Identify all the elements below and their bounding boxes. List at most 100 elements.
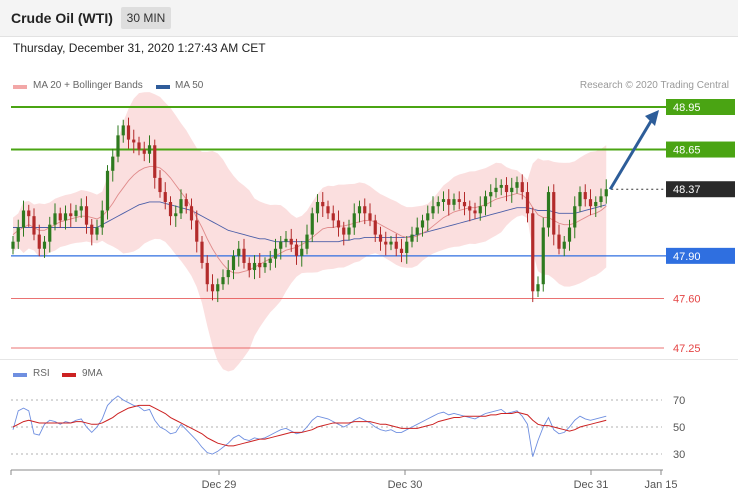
candle-body: [252, 262, 257, 271]
rsi-legend-label: RSI: [33, 368, 50, 379]
candle-body: [515, 182, 519, 188]
candle-body: [242, 248, 246, 263]
level-tag-48-37: [666, 181, 735, 198]
instrument-title: Crude Oil (WTI): [11, 10, 113, 26]
candle-body: [142, 149, 146, 154]
candle-body: [189, 206, 194, 221]
level-tag-48-65: [666, 141, 735, 158]
candle-body: [373, 220, 377, 235]
candle-body: [347, 227, 351, 235]
candle-body: [27, 210, 31, 217]
timeframe-button[interactable]: 30 MIN: [121, 7, 171, 29]
candle-body: [368, 213, 372, 221]
candle-body: [399, 248, 404, 254]
candle-body: [426, 213, 430, 221]
candle-body: [457, 199, 461, 202]
level-tag-47-90: [666, 247, 735, 264]
candle-body: [137, 142, 141, 150]
candle-body: [552, 192, 556, 235]
candle-body: [394, 241, 398, 249]
candle-body: [525, 192, 530, 214]
candle-body: [594, 201, 598, 207]
candle-body: [100, 210, 104, 228]
forecast-arrow-head: [645, 110, 659, 126]
level-label-47-25: 47.25: [673, 343, 701, 355]
time-axis-label: Dec 30: [388, 479, 423, 491]
candle-body: [483, 196, 488, 207]
level-label-47-90: 47.90: [673, 251, 701, 263]
candle-body: [121, 125, 125, 136]
candle-body: [90, 224, 94, 235]
candle-body: [326, 206, 330, 214]
candle-body: [284, 238, 288, 242]
ma50-legend-swatch: [156, 85, 170, 89]
candle-body: [305, 234, 309, 249]
candle-body: [226, 270, 230, 278]
candle-body: [268, 258, 272, 263]
candle-body: [478, 206, 482, 214]
candle-body: [289, 238, 293, 245]
candle-body: [336, 220, 341, 228]
candle-body: [599, 196, 603, 202]
candle-body: [384, 241, 388, 245]
candle-body: [32, 216, 36, 235]
candle-body: [342, 227, 346, 235]
candle-body: [431, 206, 435, 214]
candle-body: [279, 241, 283, 249]
candle-body: [132, 139, 136, 143]
candle-body: [200, 241, 204, 263]
candle-body: [310, 213, 314, 235]
candle-body: [63, 213, 68, 221]
candle-body: [363, 206, 367, 214]
attribution: Research © 2020 Trading Central: [579, 80, 729, 91]
candle-body: [546, 192, 551, 228]
candle-body: [410, 234, 414, 242]
candle-body: [557, 234, 561, 249]
candle-body: [300, 248, 304, 256]
candle-body: [420, 220, 425, 228]
level-label-48-37: 48.37: [673, 184, 701, 196]
time-axis-label: Dec 29: [202, 479, 237, 491]
candle-body: [258, 262, 262, 268]
candle-body: [588, 199, 593, 207]
candle-body: [184, 199, 188, 207]
candle-body: [462, 201, 467, 207]
rsi-line: [12, 395, 607, 457]
candle-body: [221, 277, 225, 285]
time-axis-label: Jan 15: [644, 479, 677, 491]
level-label-48-95: 48.95: [673, 102, 701, 114]
candle-body: [567, 227, 572, 242]
candle-body: [147, 145, 152, 154]
candle-body: [331, 213, 335, 221]
candle-body: [74, 210, 78, 217]
candle-body: [37, 234, 41, 249]
candle-body: [541, 227, 545, 285]
candle-body: [273, 248, 278, 259]
rsi-ma-line: [12, 404, 607, 447]
candle-body: [562, 241, 566, 249]
candle-body: [510, 187, 514, 193]
candle-body: [205, 262, 209, 285]
candle-body: [210, 284, 215, 292]
candle-body: [436, 201, 440, 207]
candle-body: [468, 206, 472, 211]
candle-body: [126, 125, 131, 140]
candle-body: [231, 255, 236, 271]
candle-body: [531, 213, 535, 292]
candle-body: [195, 220, 199, 242]
candle-body: [494, 187, 498, 193]
candle-body: [79, 206, 83, 211]
level-label-47-60: 47.60: [673, 293, 701, 305]
candle-body: [163, 192, 167, 202]
level-tag-48-95: [666, 99, 735, 115]
candle-body: [452, 199, 456, 205]
candle-body: [352, 213, 356, 228]
candle-body: [58, 213, 62, 221]
candle-body: [95, 227, 99, 235]
candle-body: [263, 262, 267, 268]
candle-body: [105, 170, 110, 211]
candle-body: [447, 199, 451, 205]
candle-body: [294, 244, 299, 256]
bollinger-band: [13, 92, 607, 372]
